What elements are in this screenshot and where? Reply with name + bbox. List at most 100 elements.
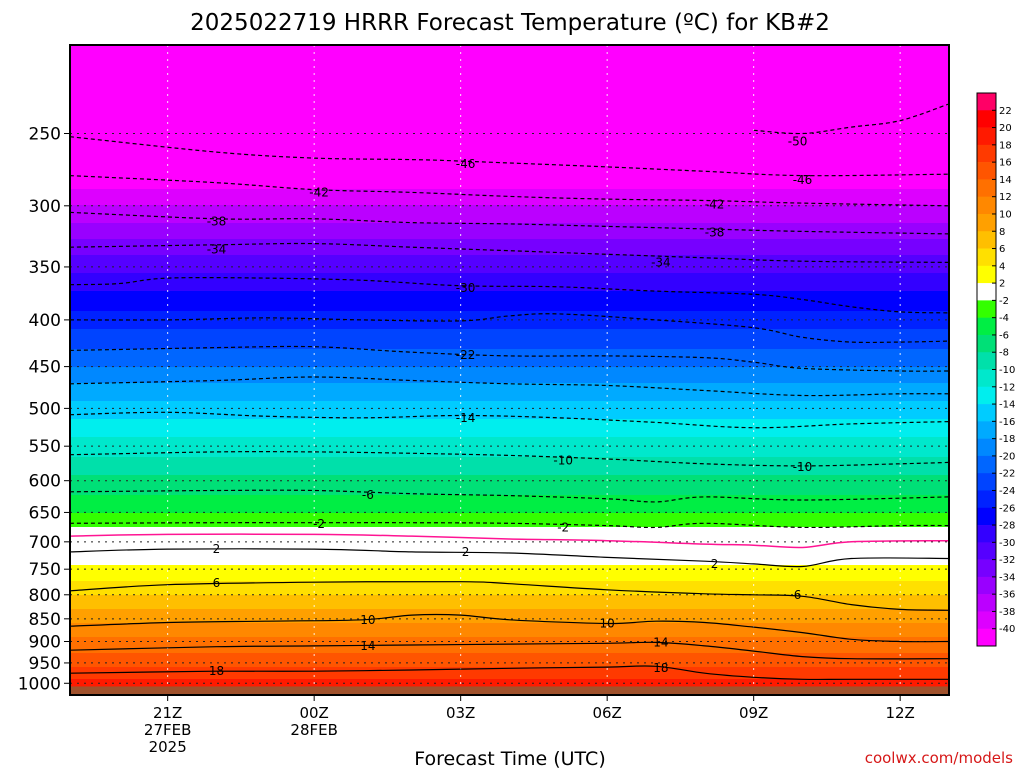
temperature-band bbox=[70, 471, 949, 474]
colorbar-label: -30 bbox=[999, 538, 1015, 549]
temperature-band bbox=[70, 167, 949, 170]
colorbar-label: -16 bbox=[999, 417, 1015, 428]
temperature-band bbox=[70, 59, 949, 62]
temperature-band bbox=[70, 575, 949, 578]
temperature-band bbox=[70, 333, 949, 336]
x-tick-label: 21Z bbox=[153, 704, 182, 722]
temperature-band bbox=[70, 445, 949, 448]
temperature-band bbox=[70, 67, 949, 70]
temperature-band bbox=[70, 533, 949, 536]
temperature-band bbox=[70, 207, 949, 210]
temperature-band bbox=[70, 143, 949, 146]
y-tick-label: 800 bbox=[29, 586, 61, 606]
temperature-band bbox=[70, 325, 949, 328]
temperature-band bbox=[70, 315, 949, 318]
contour-line bbox=[70, 136, 949, 177]
temperature-band bbox=[70, 531, 949, 534]
temperature-band bbox=[70, 221, 949, 224]
temperature-band bbox=[70, 85, 949, 88]
temperature-band bbox=[70, 119, 949, 122]
temperature-band bbox=[70, 265, 949, 268]
temperature-band bbox=[70, 593, 949, 596]
temperature-band bbox=[70, 225, 949, 228]
temperature-band bbox=[70, 261, 949, 264]
temperature-band bbox=[70, 357, 949, 360]
temperature-band bbox=[70, 517, 949, 520]
temperature-band bbox=[70, 679, 949, 682]
temperature-band bbox=[70, 423, 949, 426]
temperature-band bbox=[70, 95, 949, 98]
temperature-band bbox=[70, 403, 949, 406]
colorbar-label: 12 bbox=[999, 192, 1012, 203]
temperature-band bbox=[70, 213, 949, 216]
temperature-band bbox=[70, 545, 949, 548]
temperature-band bbox=[70, 399, 949, 402]
temperature-band bbox=[70, 205, 949, 208]
temperature-band bbox=[70, 297, 949, 300]
temperature-band bbox=[70, 683, 949, 686]
contour-label: 6 bbox=[794, 588, 802, 602]
temperature-band bbox=[70, 681, 949, 684]
colorbar-label: -14 bbox=[999, 400, 1015, 411]
temperature-band bbox=[70, 55, 949, 58]
temperature-band bbox=[70, 557, 949, 560]
temperature-band bbox=[70, 553, 949, 556]
contour-line bbox=[70, 489, 949, 503]
temperature-band bbox=[70, 209, 949, 212]
temperature-band bbox=[70, 305, 949, 308]
temperature-band bbox=[70, 135, 949, 138]
temperature-band bbox=[70, 123, 949, 126]
contour-label: -6 bbox=[362, 488, 374, 502]
colorbar-label: 16 bbox=[999, 158, 1012, 169]
temperature-band bbox=[70, 151, 949, 154]
temperature-band bbox=[70, 81, 949, 84]
temperature-band bbox=[70, 491, 949, 494]
temperature-band bbox=[70, 391, 949, 394]
temperature-band bbox=[70, 395, 949, 398]
colorbar-label: 22 bbox=[999, 106, 1012, 117]
temperature-band bbox=[70, 157, 949, 160]
temperature-band bbox=[70, 127, 949, 130]
y-tick-label: 600 bbox=[29, 472, 61, 492]
temperature-band bbox=[70, 77, 949, 80]
contour-label: -14 bbox=[456, 411, 476, 425]
colorbar-label: -8 bbox=[999, 348, 1009, 359]
x-tick-label: 27FEB bbox=[144, 721, 191, 739]
temperature-band bbox=[70, 355, 949, 358]
temperature-band bbox=[70, 665, 949, 668]
contour-label: 10 bbox=[360, 613, 375, 627]
ground-strip bbox=[70, 686, 949, 695]
temperature-band bbox=[70, 89, 949, 92]
temperature-band bbox=[70, 483, 949, 486]
y-tick-label: 400 bbox=[29, 311, 61, 331]
temperature-band bbox=[70, 493, 949, 496]
temperature-band bbox=[70, 617, 949, 620]
temperature-band bbox=[70, 465, 949, 468]
temperature-band bbox=[70, 341, 949, 344]
colorbar-swatch bbox=[977, 404, 996, 422]
temperature-band bbox=[70, 637, 949, 640]
temperature-band bbox=[70, 657, 949, 660]
temperature-band bbox=[70, 327, 949, 330]
temperature-band bbox=[70, 277, 949, 280]
contour-labels: -50-46-46-42-42-38-38-34-34-30-22-14-10-… bbox=[207, 134, 813, 678]
x-tick-label: 03Z bbox=[446, 704, 475, 722]
contour-label: -10 bbox=[793, 460, 813, 474]
temperature-band bbox=[70, 669, 949, 672]
colorbar-label: -40 bbox=[999, 624, 1015, 635]
temperature-band bbox=[70, 653, 949, 656]
colorbar-swatch bbox=[977, 507, 996, 526]
temperature-band bbox=[70, 153, 949, 156]
temperature-band bbox=[70, 447, 949, 450]
temperature-band bbox=[70, 117, 949, 120]
temperature-band bbox=[70, 573, 949, 576]
temperature-band bbox=[70, 629, 949, 632]
y-tick-label: 750 bbox=[29, 560, 61, 580]
temperature-band bbox=[70, 639, 949, 642]
y-tick-label: 900 bbox=[29, 632, 61, 652]
temperature-band bbox=[70, 627, 949, 630]
contour-label: -2 bbox=[313, 517, 325, 531]
temperature-band bbox=[70, 149, 949, 152]
temperature-band bbox=[70, 203, 949, 206]
